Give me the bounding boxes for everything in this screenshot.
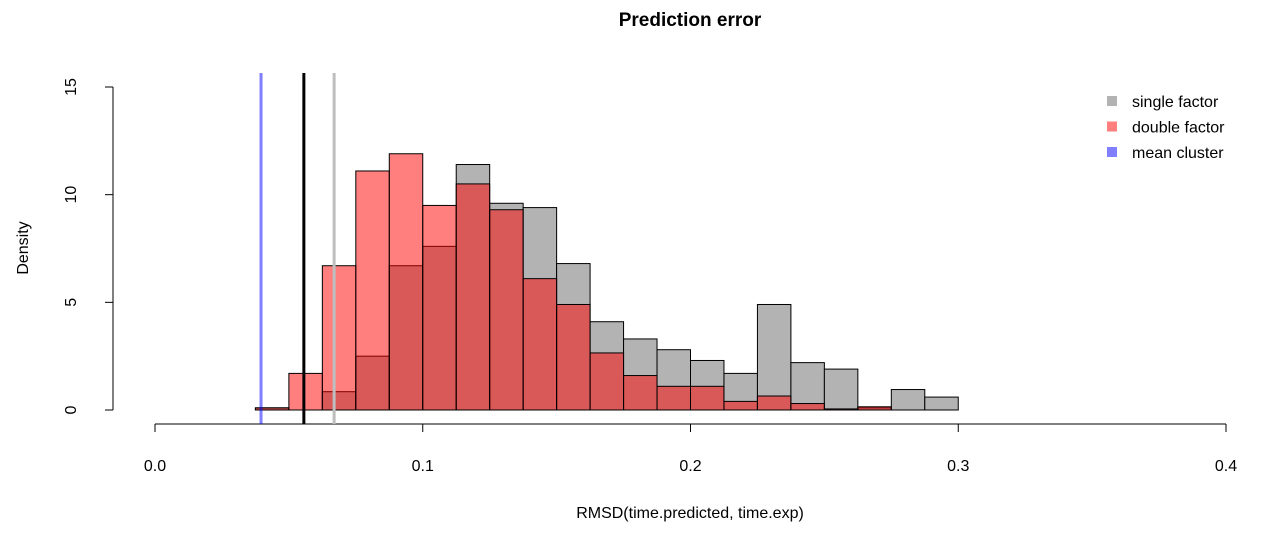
- y-axis-label: Density: [15, 221, 32, 274]
- bar: [756, 303, 792, 411]
- bar: [288, 372, 323, 411]
- bar: [790, 362, 825, 411]
- y-tick-label: 15: [63, 78, 80, 96]
- bar: [656, 385, 691, 411]
- chart-title: Prediction error: [619, 10, 762, 31]
- x-tick-label: 0.1: [412, 458, 434, 475]
- legend-label: single factor: [1132, 94, 1219, 111]
- bar: [522, 278, 558, 411]
- bar: [489, 209, 524, 411]
- legend-label: mean cluster: [1132, 145, 1224, 162]
- legend-label: double factor: [1132, 120, 1225, 137]
- bar: [355, 170, 390, 411]
- bar: [756, 395, 792, 411]
- bar: [690, 385, 725, 411]
- bar: [422, 204, 457, 411]
- bar: [924, 396, 959, 411]
- x-tick-label: 0.4: [1215, 458, 1237, 475]
- bar: [589, 352, 625, 411]
- legend-swatch: [1107, 96, 1117, 106]
- legend-swatch: [1107, 147, 1117, 157]
- x-tick-label: 0.0: [144, 458, 166, 475]
- y-tick-label: 10: [63, 186, 80, 204]
- y-tick-label: 0: [63, 405, 80, 414]
- bar: [823, 368, 859, 411]
- bar: [321, 265, 357, 411]
- legend-swatch: [1107, 121, 1117, 132]
- bar: [455, 183, 491, 411]
- y-tick-label: 5: [63, 298, 80, 307]
- bar: [388, 153, 424, 411]
- bar: [623, 375, 658, 411]
- x-axis-label: RMSD(time.predicted, time.exp): [576, 505, 804, 522]
- bar: [857, 406, 892, 411]
- bar: [823, 408, 859, 411]
- bar: [790, 403, 825, 411]
- bar: [723, 400, 758, 411]
- x-tick-label: 0.2: [679, 458, 701, 475]
- bar: [556, 303, 591, 411]
- bar: [890, 389, 926, 411]
- x-tick-label: 0.3: [947, 458, 969, 475]
